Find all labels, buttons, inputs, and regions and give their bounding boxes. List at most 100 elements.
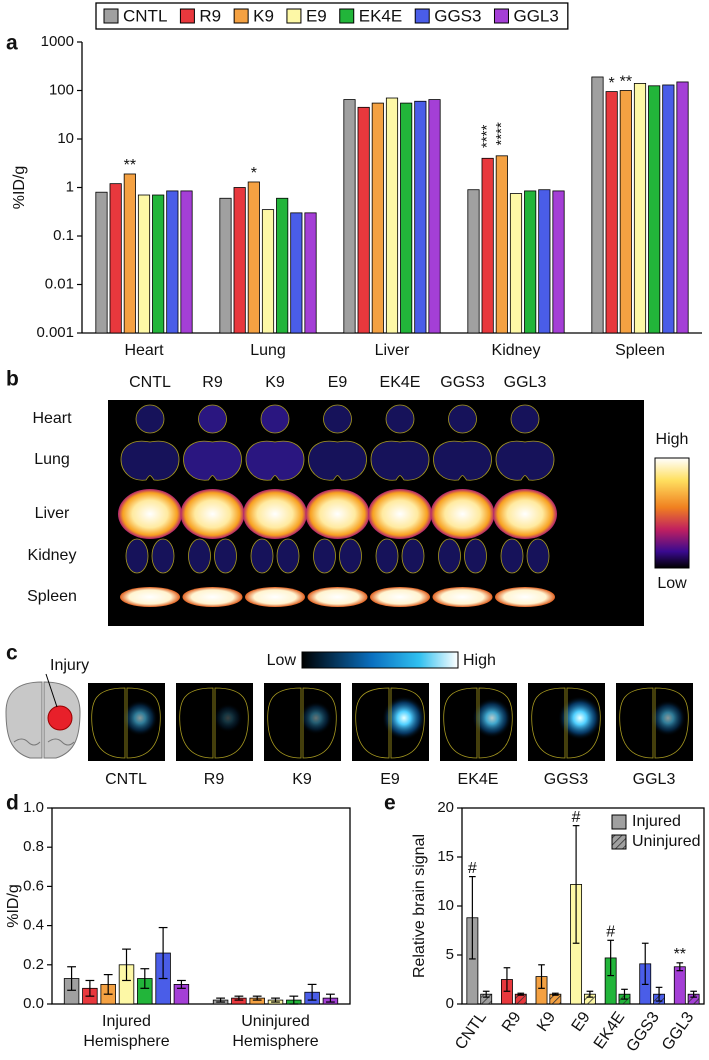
bar: [619, 90, 632, 334]
legend-label: Uninjured: [632, 833, 700, 850]
column-label: EK4E: [380, 374, 421, 391]
organ: [510, 404, 540, 434]
organ: [245, 587, 305, 607]
organ: [370, 440, 430, 481]
y-tick-label: 0: [446, 995, 454, 1012]
y-axis-label: Relative brain signal: [411, 834, 428, 978]
organ: [526, 538, 550, 574]
panel-label: d: [6, 792, 19, 815]
significance: ****: [493, 122, 510, 146]
organ: [125, 538, 149, 574]
hemisphere-outline: [619, 687, 689, 759]
y-tick-label: 1.0: [23, 799, 44, 816]
x-tick-label: Injured Hemisphere: [83, 1013, 169, 1050]
legend-label: GGL3: [513, 6, 558, 25]
legend-swatch: [339, 8, 355, 24]
scale-label: High: [463, 652, 496, 669]
column-label: GGL3: [504, 374, 547, 391]
organ: [307, 587, 368, 607]
significance: *: [251, 165, 257, 182]
organ: [375, 538, 399, 574]
y-tick-label: 0.0: [23, 995, 44, 1012]
y-tick-label: 20: [437, 799, 454, 816]
significance: **: [124, 157, 136, 174]
organ: [243, 489, 307, 539]
bar: [219, 197, 232, 334]
organ: [120, 440, 180, 481]
glow: [122, 700, 158, 736]
organ: [214, 538, 237, 574]
y-tick-label: 0.01: [45, 275, 74, 292]
column-label: CNTL: [105, 771, 147, 788]
bar: [538, 189, 551, 334]
organ: [188, 538, 211, 574]
y-axis-label: %ID/g: [11, 166, 28, 210]
column-label: E9: [380, 771, 400, 788]
scale-label: High: [656, 431, 689, 448]
hemisphere-outline: [531, 687, 601, 759]
bar: [261, 209, 275, 334]
hemisphere-outline: [179, 687, 249, 759]
glow: [299, 701, 333, 735]
legend-label: E9: [306, 6, 327, 25]
bar: [481, 157, 494, 334]
organ: [260, 404, 290, 434]
glow: [558, 696, 602, 740]
column-label: EK4E: [458, 771, 499, 788]
bar: [676, 81, 689, 334]
y-tick-label: 0.6: [23, 877, 44, 894]
legend-label: EK4E: [359, 6, 402, 25]
bar: [123, 173, 136, 334]
organ: [198, 404, 227, 434]
panel-label: e: [384, 792, 396, 815]
x-tick-label: GGL3: [659, 1009, 697, 1054]
plot-frame: [461, 807, 705, 1005]
organ: [182, 587, 243, 607]
column-label: GGS3: [544, 771, 589, 788]
x-tick-label: K9: [534, 1009, 559, 1035]
organ: [183, 440, 242, 481]
organ: [495, 587, 555, 607]
bar: [233, 187, 246, 334]
y-tick-label: 1: [66, 178, 74, 195]
legend-label: Injured: [632, 813, 681, 830]
organ: [151, 538, 175, 574]
column-label: R9: [202, 374, 223, 391]
hemisphere-outline: [91, 687, 161, 759]
legend-swatch: [414, 8, 430, 24]
organ: [430, 489, 495, 539]
bar: [414, 100, 427, 334]
y-tick-label: 0.1: [53, 227, 74, 244]
color-scale: [301, 651, 459, 669]
bar: [524, 190, 537, 334]
legend-swatch: [493, 8, 509, 24]
column-label: GGL3: [633, 771, 676, 788]
bar: [137, 194, 151, 334]
significance: **: [620, 74, 632, 91]
row-label: Kidney: [28, 547, 77, 564]
bar: [357, 106, 370, 334]
x-tick-label: Spleen: [615, 342, 665, 359]
column-label: K9: [265, 374, 285, 391]
organ: [339, 538, 362, 574]
significance: #: [468, 860, 477, 877]
bar: [673, 966, 686, 1005]
organ: [493, 489, 557, 539]
brain-schematic: [5, 673, 81, 759]
bar: [304, 212, 317, 334]
legend-swatch: [611, 814, 627, 830]
y-tick-label: 100: [49, 81, 74, 98]
x-tick-label: Liver: [375, 342, 410, 359]
bar: [428, 99, 441, 334]
glow: [382, 696, 426, 740]
organ: [245, 440, 305, 481]
x-tick-label: E9: [569, 1009, 594, 1035]
legend-box: [95, 2, 569, 30]
legend-label: CNTL: [123, 6, 167, 25]
organ: [368, 489, 432, 539]
legend-label: GGS3: [434, 6, 481, 25]
legend-swatch: [103, 8, 119, 24]
organ: [495, 440, 555, 481]
injury-label: Injury: [50, 657, 89, 674]
